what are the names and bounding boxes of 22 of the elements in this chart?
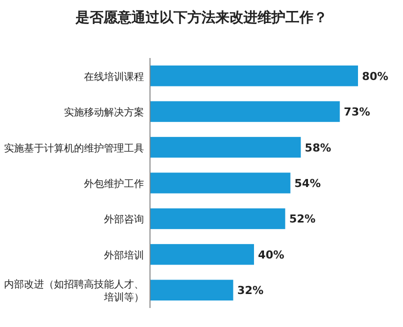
- data-label: 52%: [289, 212, 316, 226]
- data-label: 40%: [258, 248, 284, 262]
- y-tick-label: 外包维护工作: [84, 178, 144, 190]
- data-label: 32%: [237, 284, 264, 298]
- bar: [150, 66, 358, 86]
- y-tick-label: 在线培训课程: [84, 70, 144, 83]
- data-label: 58%: [304, 141, 332, 154]
- bar: [150, 244, 254, 265]
- bar: [150, 172, 290, 194]
- bar: [150, 280, 234, 300]
- data-label: 80%: [362, 70, 388, 83]
- y-tick-label: 内部改进（如招聘高技能人才、培训等）: [4, 278, 144, 304]
- y-tick-label: 实施基于计算机的维护管理工具: [4, 142, 144, 154]
- y-tick-label: 外部培训: [104, 249, 144, 262]
- data-label: 73%: [344, 106, 370, 119]
- y-tick-label: 外部咨询: [104, 214, 144, 226]
- bar: [150, 101, 340, 122]
- y-tick-label: 实施移动解决方案: [64, 106, 144, 119]
- chart-title: 是否愿意通过以下方法来改进维护工作？: [74, 9, 328, 26]
- data-label: 54%: [294, 177, 321, 190]
- bar: [150, 136, 301, 158]
- bar: [150, 208, 286, 230]
